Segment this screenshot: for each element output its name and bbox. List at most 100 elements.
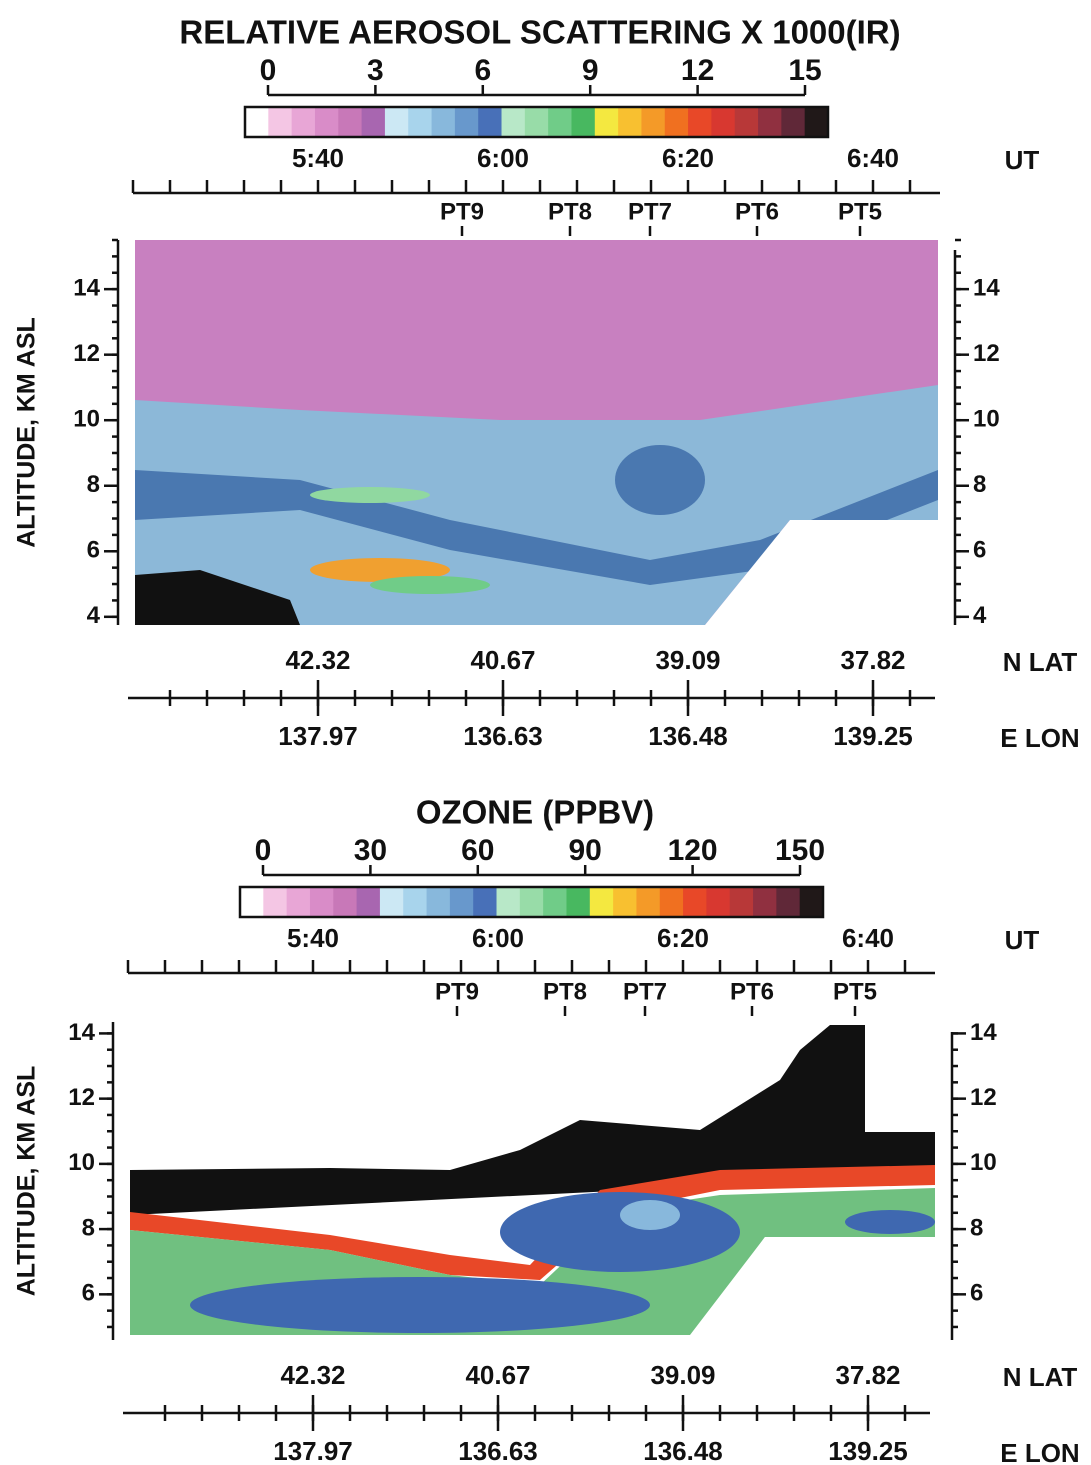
point-label: PT9 bbox=[435, 978, 479, 1005]
colorbar-swatch bbox=[683, 887, 707, 917]
colorbar-swatch bbox=[314, 107, 339, 137]
colorbar-swatch bbox=[799, 887, 824, 917]
colorbar-tick-label: 0 bbox=[260, 54, 277, 87]
colorbar-swatch bbox=[706, 887, 731, 917]
y-tick-label: 10 bbox=[73, 406, 100, 433]
lat-tick-label: 40.67 bbox=[470, 645, 535, 675]
colorbar-swatch bbox=[566, 887, 591, 917]
colorbar-swatch bbox=[496, 887, 521, 917]
colorbar-swatch bbox=[403, 887, 428, 917]
aerosol-field bbox=[135, 240, 938, 625]
colorbar-swatch bbox=[426, 887, 451, 917]
colorbar-swatch bbox=[688, 107, 712, 137]
lon-tick-label: 139.25 bbox=[833, 721, 913, 751]
lon-tick-label: 139.25 bbox=[828, 1436, 908, 1465]
colorbar-swatch bbox=[753, 887, 777, 917]
colorbar-swatch bbox=[245, 107, 269, 137]
colorbar-swatch bbox=[379, 887, 404, 917]
colorbar-tick-label: 9 bbox=[582, 54, 599, 87]
colorbar-swatch bbox=[309, 887, 334, 917]
y2-tick-label: 10 bbox=[973, 406, 1000, 433]
colorbar-swatch bbox=[758, 107, 782, 137]
y-tick-label: 14 bbox=[68, 1019, 95, 1046]
point-label: PT6 bbox=[735, 198, 779, 225]
colorbar-swatch bbox=[431, 107, 456, 137]
colorbar-tick-label: 120 bbox=[668, 834, 718, 867]
lon-tick-label: 137.97 bbox=[273, 1436, 353, 1465]
colorbar-tick-label: 60 bbox=[461, 834, 494, 867]
colorbar-swatch bbox=[659, 887, 684, 917]
y2-tick-label: 6 bbox=[970, 1280, 983, 1307]
colorbar-swatch bbox=[618, 107, 642, 137]
ut-tick-label: 6:40 bbox=[847, 143, 899, 173]
y-tick-label: 12 bbox=[68, 1084, 95, 1111]
lon-tick-label: 136.63 bbox=[463, 721, 543, 751]
colorbar-swatch bbox=[473, 887, 498, 917]
chart-title: OZONE (PPBV) bbox=[416, 794, 654, 831]
y-tick-label: 14 bbox=[73, 274, 100, 301]
colorbar-swatch bbox=[240, 887, 264, 917]
colorbar-tick-label: 3 bbox=[367, 54, 384, 87]
colorbar-frame bbox=[243, 105, 830, 139]
colorbar-swatch bbox=[613, 887, 637, 917]
lon-tick-label: 137.97 bbox=[278, 721, 358, 751]
y2-tick-label: 12 bbox=[970, 1084, 997, 1111]
point-label: PT5 bbox=[838, 198, 882, 225]
ut-tick-label: 6:00 bbox=[477, 143, 529, 173]
colorbar-tick-label: 30 bbox=[354, 834, 387, 867]
colorbar-swatch bbox=[571, 107, 596, 137]
chart-title: RELATIVE AEROSOL SCATTERING X 1000(IR) bbox=[179, 14, 900, 51]
colorbar-swatch bbox=[478, 107, 503, 137]
colorbar-swatch bbox=[594, 107, 619, 137]
colorbar-tick-label: 12 bbox=[681, 54, 714, 87]
colorbar-swatch bbox=[519, 887, 544, 917]
ut-tick-label: 5:40 bbox=[292, 143, 344, 173]
y2-tick-label: 14 bbox=[973, 274, 1000, 301]
colorbar-tick-label: 90 bbox=[569, 834, 602, 867]
y-tick-label: 8 bbox=[87, 471, 100, 498]
y-tick-label: 6 bbox=[87, 537, 100, 564]
colorbar-swatch bbox=[263, 887, 288, 917]
colorbar-swatch bbox=[589, 887, 614, 917]
lat-tick-label: 40.67 bbox=[465, 1360, 530, 1390]
colorbar-tick-label: 0 bbox=[255, 834, 272, 867]
point-label: PT7 bbox=[628, 198, 672, 225]
colorbar-swatch bbox=[501, 107, 526, 137]
lon-tick-label: 136.48 bbox=[643, 1436, 723, 1465]
colorbar-swatch bbox=[804, 107, 829, 137]
ut-tick-label: 5:40 bbox=[287, 923, 339, 953]
colorbar-swatch bbox=[636, 887, 661, 917]
y-tick-label: 10 bbox=[68, 1149, 95, 1176]
colorbar-tick-label: 150 bbox=[775, 834, 825, 867]
colorbar-swatch bbox=[776, 887, 801, 917]
lon-axis-label: E LON bbox=[1000, 1438, 1079, 1465]
lat-axis-label: N LAT bbox=[1003, 647, 1078, 677]
y2-tick-label: 12 bbox=[973, 340, 1000, 367]
y-tick-label: 4 bbox=[87, 602, 101, 629]
ut-tick-label: 6:20 bbox=[662, 143, 714, 173]
colorbar-tick-label: 6 bbox=[474, 54, 491, 87]
lon-tick-label: 136.63 bbox=[458, 1436, 538, 1465]
colorbar-swatch bbox=[361, 107, 386, 137]
colorbar-swatch bbox=[781, 107, 806, 137]
lat-tick-label: 42.32 bbox=[285, 645, 350, 675]
point-label: PT5 bbox=[833, 978, 877, 1005]
y2-tick-label: 14 bbox=[970, 1019, 997, 1046]
y2-tick-label: 10 bbox=[970, 1149, 997, 1176]
colorbar-swatch bbox=[454, 107, 479, 137]
lat-tick-label: 37.82 bbox=[840, 645, 905, 675]
lat-tick-label: 42.32 bbox=[280, 1360, 345, 1390]
colorbar-swatch bbox=[356, 887, 381, 917]
point-label: PT8 bbox=[543, 978, 587, 1005]
y-tick-label: 6 bbox=[82, 1280, 95, 1307]
ut-tick-label: 6:00 bbox=[472, 923, 524, 953]
ut-tick-label: 6:20 bbox=[657, 923, 709, 953]
lat-tick-label: 39.09 bbox=[655, 645, 720, 675]
y-tick-label: 8 bbox=[82, 1214, 95, 1241]
point-label: PT7 bbox=[623, 978, 667, 1005]
ut-axis-label: UT bbox=[1005, 925, 1040, 955]
colorbar-swatch bbox=[268, 107, 293, 137]
colorbar-frame bbox=[238, 885, 825, 919]
colorbar-swatch bbox=[408, 107, 433, 137]
colorbar-swatch bbox=[524, 107, 549, 137]
